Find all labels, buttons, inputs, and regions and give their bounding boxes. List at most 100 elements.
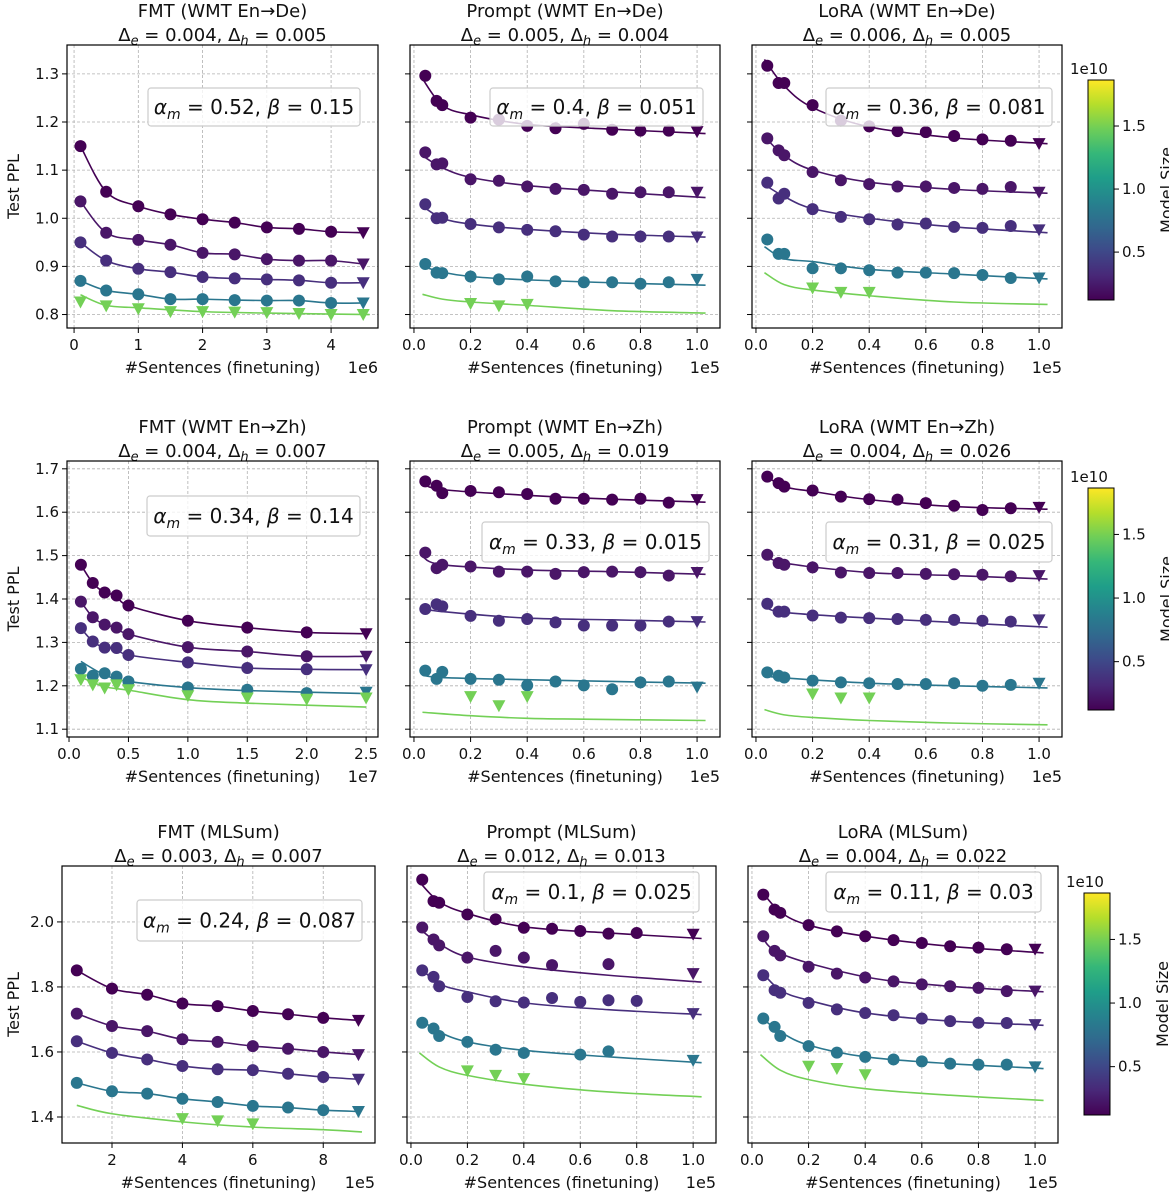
predicted-point-triangle xyxy=(862,286,876,299)
observed-point xyxy=(1004,570,1017,583)
predicted-point-triangle xyxy=(99,300,113,313)
title-text: Δ xyxy=(118,25,131,46)
subplot-subtitle-deltas: Δe = 0.004, Δh = 0.005 xyxy=(118,25,326,49)
observed-point xyxy=(260,273,273,286)
observed-point xyxy=(915,1012,928,1025)
observed-point xyxy=(464,609,477,622)
observed-point xyxy=(521,223,534,236)
title-text: = xyxy=(823,25,850,46)
observed-point xyxy=(834,566,847,579)
observed-point xyxy=(634,492,647,505)
observed-point xyxy=(164,208,177,221)
annot-text: 0.03 xyxy=(989,880,1034,904)
observed-point xyxy=(549,225,562,238)
observed-point xyxy=(834,611,847,624)
observed-point xyxy=(662,230,675,243)
colorbar-tick-label: 1.5 xyxy=(1118,930,1142,948)
observed-point xyxy=(634,676,647,689)
annot-text: 0.24 xyxy=(199,909,244,933)
title-text: , xyxy=(213,846,224,867)
observed-point xyxy=(834,174,847,187)
predicted-point-triangle xyxy=(1032,677,1046,690)
observed-point xyxy=(464,560,477,573)
title-text: 0.005 xyxy=(508,25,560,46)
series-5 xyxy=(422,293,706,314)
observed-point xyxy=(464,270,477,283)
observed-point xyxy=(574,1048,587,1061)
x-tick-label: 1.5 xyxy=(235,745,259,763)
title-text: 0.003 xyxy=(161,846,213,867)
observed-point xyxy=(634,124,647,137)
title-text: 0.004 xyxy=(165,25,217,46)
x-axis-offset: 1e5 xyxy=(686,1173,716,1192)
annot-text: α xyxy=(496,95,509,119)
observed-point xyxy=(521,679,534,692)
observed-point xyxy=(863,566,876,579)
title-text: = xyxy=(139,441,166,462)
annot-text: 0.33 xyxy=(545,530,590,554)
subscript: h xyxy=(236,855,244,870)
title-text: 0.022 xyxy=(956,846,1008,867)
observed-point xyxy=(830,1003,843,1016)
series-5 xyxy=(73,294,370,322)
observed-point xyxy=(778,605,791,618)
x-tick-label: 0.0 xyxy=(402,745,426,763)
observed-point xyxy=(948,220,961,233)
subplot-subtitle-deltas: Δe = 0.004, Δh = 0.022 xyxy=(799,846,1007,870)
subscript: h xyxy=(583,450,591,465)
observed-point xyxy=(282,1101,295,1114)
observed-point xyxy=(948,129,961,142)
observed-point xyxy=(806,166,819,179)
subplot-title: Prompt (WMT En→Zh) xyxy=(467,417,663,438)
observed-point xyxy=(948,267,961,280)
observed-point xyxy=(211,1000,224,1013)
observed-point xyxy=(915,1055,928,1068)
observed-point xyxy=(74,662,87,675)
subscript: e xyxy=(815,34,823,49)
observed-point xyxy=(164,238,177,251)
x-tick-label: 0.2 xyxy=(801,336,825,354)
predicted-point-triangle xyxy=(492,300,506,313)
title-text: = xyxy=(139,25,166,46)
observed-point xyxy=(228,294,241,307)
observed-point xyxy=(806,99,819,112)
observed-point xyxy=(606,493,619,506)
observed-point xyxy=(292,274,305,287)
y-tick-label: 1.2 xyxy=(35,677,59,695)
observed-point xyxy=(919,180,932,193)
observed-point xyxy=(577,183,590,196)
x-tick-label: 0.2 xyxy=(459,336,483,354)
axes-frame xyxy=(409,460,721,738)
x-tick-label: 0.2 xyxy=(459,745,483,763)
fit-curve xyxy=(422,711,706,722)
observed-point xyxy=(549,616,562,629)
annot-text: 0.025 xyxy=(988,530,1045,554)
observed-point xyxy=(802,960,815,973)
x-tick-label: 1 xyxy=(134,336,144,354)
predicted-point-triangle xyxy=(690,126,704,139)
series-2 xyxy=(416,921,702,983)
observed-point xyxy=(176,1059,189,1072)
observed-point xyxy=(761,597,774,610)
predicted-point-triangle xyxy=(196,306,210,319)
annot-text: 0.081 xyxy=(988,95,1045,119)
observed-point xyxy=(944,980,957,993)
series-3 xyxy=(419,198,706,244)
observed-point xyxy=(634,566,647,579)
observed-point xyxy=(546,991,559,1004)
subplot-subtitle-deltas: Δe = 0.004, Δh = 0.026 xyxy=(803,441,1011,465)
subplot-7: FMT (MLSum) Δe = 0.003, Δh = 0.007 2 4 6 8 1.4… xyxy=(4,822,376,1192)
predicted-point-triangle xyxy=(163,306,177,319)
observed-point xyxy=(891,678,904,691)
title-text: Δ xyxy=(567,846,580,867)
observed-point xyxy=(98,667,111,680)
series-3 xyxy=(757,969,1044,1032)
annot-text: , xyxy=(590,530,603,554)
plot-area xyxy=(757,888,1044,1102)
title-text: Δ xyxy=(228,25,241,46)
subscript: e xyxy=(473,450,481,465)
observed-point xyxy=(606,276,619,289)
x-axis-offset: 1e6 xyxy=(348,358,378,377)
colorbar-label: Model Size xyxy=(1157,147,1169,233)
observed-point xyxy=(577,492,590,505)
